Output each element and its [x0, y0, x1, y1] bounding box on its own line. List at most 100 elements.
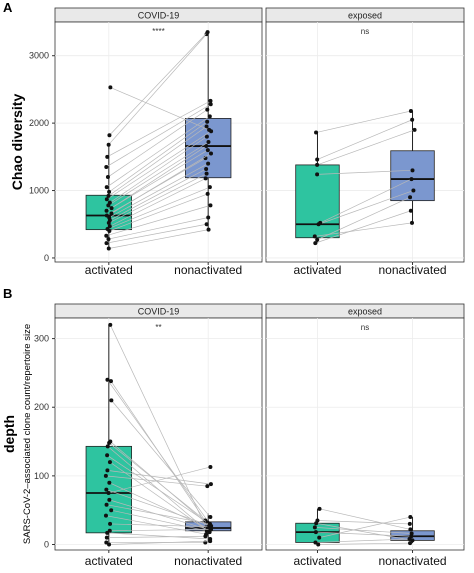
facet-strip-label: exposed [348, 11, 382, 21]
data-point [105, 453, 110, 458]
pair-line [108, 141, 209, 206]
pair-line [106, 103, 211, 168]
data-point [208, 539, 213, 544]
pair-line [106, 116, 211, 188]
pair-line [319, 508, 411, 530]
y-tick-label: 0 [44, 540, 49, 550]
pair-line [110, 380, 212, 530]
data-point [107, 224, 112, 229]
data-point [313, 540, 318, 545]
y-tick-label: 2000 [29, 118, 49, 128]
data-point [315, 172, 320, 177]
box-nonactivated [390, 150, 435, 202]
facet-exposed: exposed ns activated nonactivated [265, 7, 465, 277]
pair-line [106, 504, 211, 525]
data-point [105, 226, 110, 231]
data-point [408, 108, 413, 113]
data-point [104, 213, 109, 218]
x-category-label: nonactivated [378, 554, 446, 568]
pair-line [109, 193, 208, 232]
data-point [208, 98, 213, 103]
pair-line [107, 186, 210, 230]
data-point [107, 200, 112, 205]
data-point [204, 166, 209, 171]
pair-line [106, 489, 212, 527]
data-point [105, 468, 110, 473]
facet-strip-label: exposed [348, 307, 382, 317]
x-category-label: activated [85, 554, 133, 568]
data-point [207, 114, 212, 119]
pair-line [315, 538, 410, 543]
significance-label: ns [361, 323, 369, 332]
data-point [107, 440, 112, 445]
data-point [315, 157, 320, 162]
data-point [206, 161, 211, 166]
facet-covid-19: COVID-19 **** activated nonactivated [54, 7, 263, 277]
data-point [105, 175, 110, 180]
pair-line [111, 400, 211, 518]
data-point [314, 130, 319, 135]
y-tick-label: 200 [34, 402, 49, 412]
data-point [208, 527, 213, 532]
pair-line [107, 100, 211, 158]
pair-line [109, 136, 208, 203]
data-point [407, 521, 412, 526]
data-point [105, 530, 110, 535]
data-point [315, 237, 320, 242]
pair-line [317, 169, 413, 175]
data-point [107, 133, 112, 138]
data-point [407, 537, 412, 542]
data-point [411, 188, 416, 193]
panel-letter: A [3, 0, 13, 15]
pair-line [111, 509, 207, 532]
facet-exposed: exposed ns activated nonactivated [265, 303, 465, 568]
data-point [109, 398, 114, 403]
pair-line [317, 196, 411, 241]
data-point [104, 241, 109, 246]
data-point [104, 487, 109, 492]
pair-line [106, 454, 208, 523]
pair-line [107, 446, 208, 532]
significance-label: ** [155, 323, 161, 332]
data-point [410, 168, 415, 173]
data-point [106, 246, 111, 251]
data-point [107, 480, 112, 485]
data-point [204, 144, 209, 149]
pair-line [106, 130, 212, 200]
data-point [314, 521, 319, 526]
data-point [109, 206, 114, 211]
data-point [312, 525, 317, 530]
pair-line [111, 153, 212, 214]
data-point [105, 444, 110, 449]
pair-line [319, 516, 411, 538]
data-point [204, 171, 209, 176]
data-point [204, 222, 209, 227]
data-point [204, 134, 209, 139]
data-point [106, 142, 111, 147]
pair-line [316, 522, 413, 541]
pair-line [316, 129, 415, 166]
x-category-label: nonactivated [174, 554, 242, 568]
data-point [203, 176, 208, 181]
data-point [106, 193, 111, 198]
data-point [206, 215, 211, 220]
data-point [108, 521, 113, 526]
data-point [107, 542, 112, 547]
data-point [312, 234, 317, 239]
data-point [205, 107, 210, 112]
pair-line [108, 217, 209, 240]
pair-line [109, 178, 206, 227]
data-point [109, 508, 114, 513]
facet-strip-label: COVID-19 [138, 307, 180, 317]
data-point [104, 197, 109, 202]
pair-line [110, 87, 210, 131]
data-point [315, 162, 320, 167]
data-point [208, 102, 213, 107]
pair-line [106, 223, 207, 244]
pair-line [108, 173, 207, 224]
data-point [316, 542, 321, 547]
data-point [208, 151, 213, 156]
data-point [410, 117, 415, 122]
data-point [408, 195, 413, 200]
data-point [409, 177, 414, 182]
